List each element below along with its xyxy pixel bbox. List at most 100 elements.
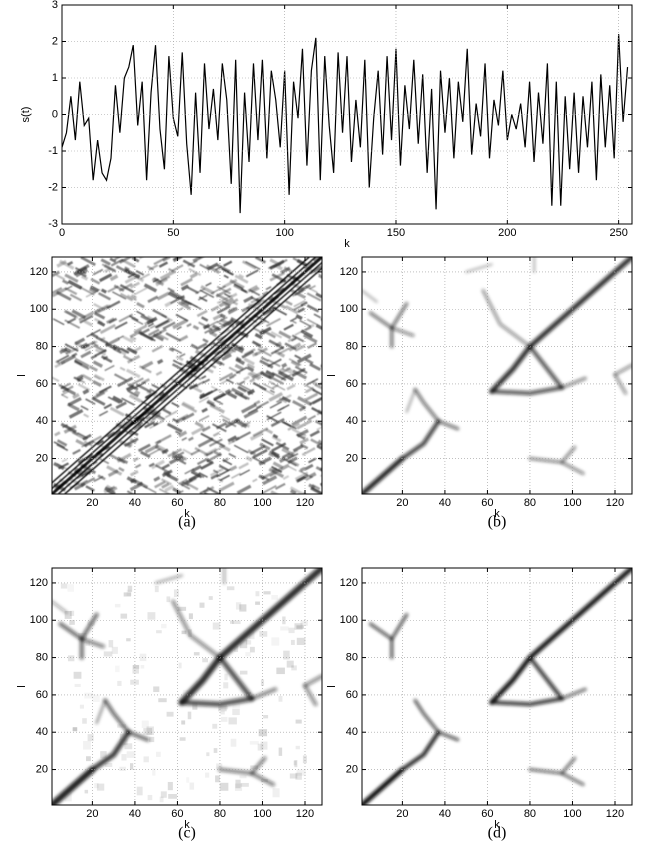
texture-stroke: [260, 356, 269, 363]
texture-stroke: [233, 283, 243, 290]
texture-stroke: [55, 360, 61, 365]
texture-stroke: [184, 481, 199, 491]
texture-stroke: [147, 322, 155, 328]
x-tick-label: 40: [439, 497, 451, 509]
texture-stroke: [228, 439, 235, 445]
ridge: [400, 419, 441, 461]
texture-stroke: [292, 444, 304, 453]
noise-block: [132, 665, 139, 674]
noise-block: [140, 665, 145, 669]
noise-block: [291, 665, 297, 671]
texture-stroke: [176, 413, 189, 422]
texture-stroke: [268, 380, 275, 385]
texture-stroke: [218, 464, 230, 472]
noise-block: [87, 734, 94, 742]
texture-stroke: [73, 376, 82, 383]
texture-stroke: [269, 389, 276, 394]
texture-stroke: [77, 383, 91, 392]
texture-stroke: [112, 395, 124, 404]
ridge: [400, 730, 441, 772]
texture-stroke: [148, 462, 155, 468]
ridge: [560, 687, 587, 701]
texture-stroke: [233, 444, 249, 454]
noise-block: [300, 620, 308, 626]
y-tick-label: 100: [30, 614, 48, 626]
texture-stroke: [129, 481, 144, 492]
noise-block: [119, 739, 128, 745]
texture-stroke: [162, 408, 172, 415]
texture-stroke: [123, 266, 130, 272]
noise-block: [166, 711, 174, 717]
y-tick-label: 3: [52, 0, 58, 11]
x-tick-label: 120: [296, 808, 314, 820]
texture-stroke: [291, 337, 297, 342]
noise-block: [249, 630, 255, 640]
y-tick-label: 40: [346, 726, 358, 738]
texture-stroke: [279, 457, 287, 464]
texture-stroke: [305, 475, 314, 481]
noise-block: [83, 741, 91, 750]
ridge: [527, 257, 632, 350]
noise-block: [206, 752, 210, 757]
noise-block: [249, 646, 255, 653]
x-tick-label: 80: [524, 497, 536, 509]
texture-stroke: [75, 268, 89, 278]
ridge: [465, 263, 493, 273]
texture-stroke: [236, 382, 252, 392]
noise-block: [263, 591, 271, 595]
texture-stroke: [155, 464, 171, 474]
texture-stroke: [130, 377, 144, 386]
texture-stroke: [220, 319, 234, 329]
texture-stroke: [139, 273, 151, 280]
texture-stroke: [302, 333, 318, 344]
texture-stroke: [304, 463, 314, 471]
texture-stroke: [291, 334, 305, 343]
texture-stroke: [139, 328, 150, 336]
texture-stroke: [161, 482, 170, 489]
texture-stroke: [202, 338, 209, 344]
noise-block: [286, 660, 294, 668]
noise-block: [271, 594, 278, 600]
texture-stroke: [270, 331, 283, 339]
texture-stroke: [297, 283, 312, 293]
texture-stroke: [194, 421, 204, 428]
noise-block: [239, 639, 248, 649]
noise-block: [181, 720, 186, 725]
texture-stroke: [134, 463, 142, 469]
diagonal: [57, 261, 322, 494]
texture-stroke: [53, 441, 66, 449]
texture-stroke: [168, 347, 175, 353]
noise-block: [295, 719, 302, 724]
texture-stroke: [74, 360, 90, 371]
x-tick-label: 40: [129, 808, 141, 820]
texture-stroke: [155, 277, 168, 287]
texture-stroke: [78, 311, 95, 322]
noise-block: [141, 720, 149, 728]
noise-block: [235, 602, 242, 610]
texture-stroke: [52, 376, 60, 383]
texture-stroke: [257, 348, 272, 357]
noise-block: [154, 585, 159, 593]
texture-stroke: [198, 471, 208, 478]
texture-stroke: [54, 360, 66, 369]
texture-stroke: [239, 380, 246, 385]
texture-stroke: [254, 332, 263, 340]
noise-block: [220, 716, 228, 722]
noise-block: [126, 638, 131, 642]
texture-stroke: [148, 406, 162, 416]
noise-block: [126, 589, 132, 596]
x-tick-label: 20: [396, 808, 408, 820]
texture-stroke: [219, 372, 234, 382]
ridge: [178, 654, 224, 706]
texture-stroke: [269, 259, 285, 270]
texture-stroke: [164, 410, 178, 419]
texture-stroke: [72, 392, 80, 400]
texture-stroke: [296, 353, 312, 364]
texture-stroke: [245, 269, 259, 278]
texture-stroke: [274, 349, 286, 358]
texture-stroke: [281, 452, 291, 459]
texture-stroke: [249, 370, 262, 379]
x-axis-label: k: [184, 508, 190, 520]
texture-stroke: [72, 448, 81, 455]
noise-block: [187, 711, 192, 720]
